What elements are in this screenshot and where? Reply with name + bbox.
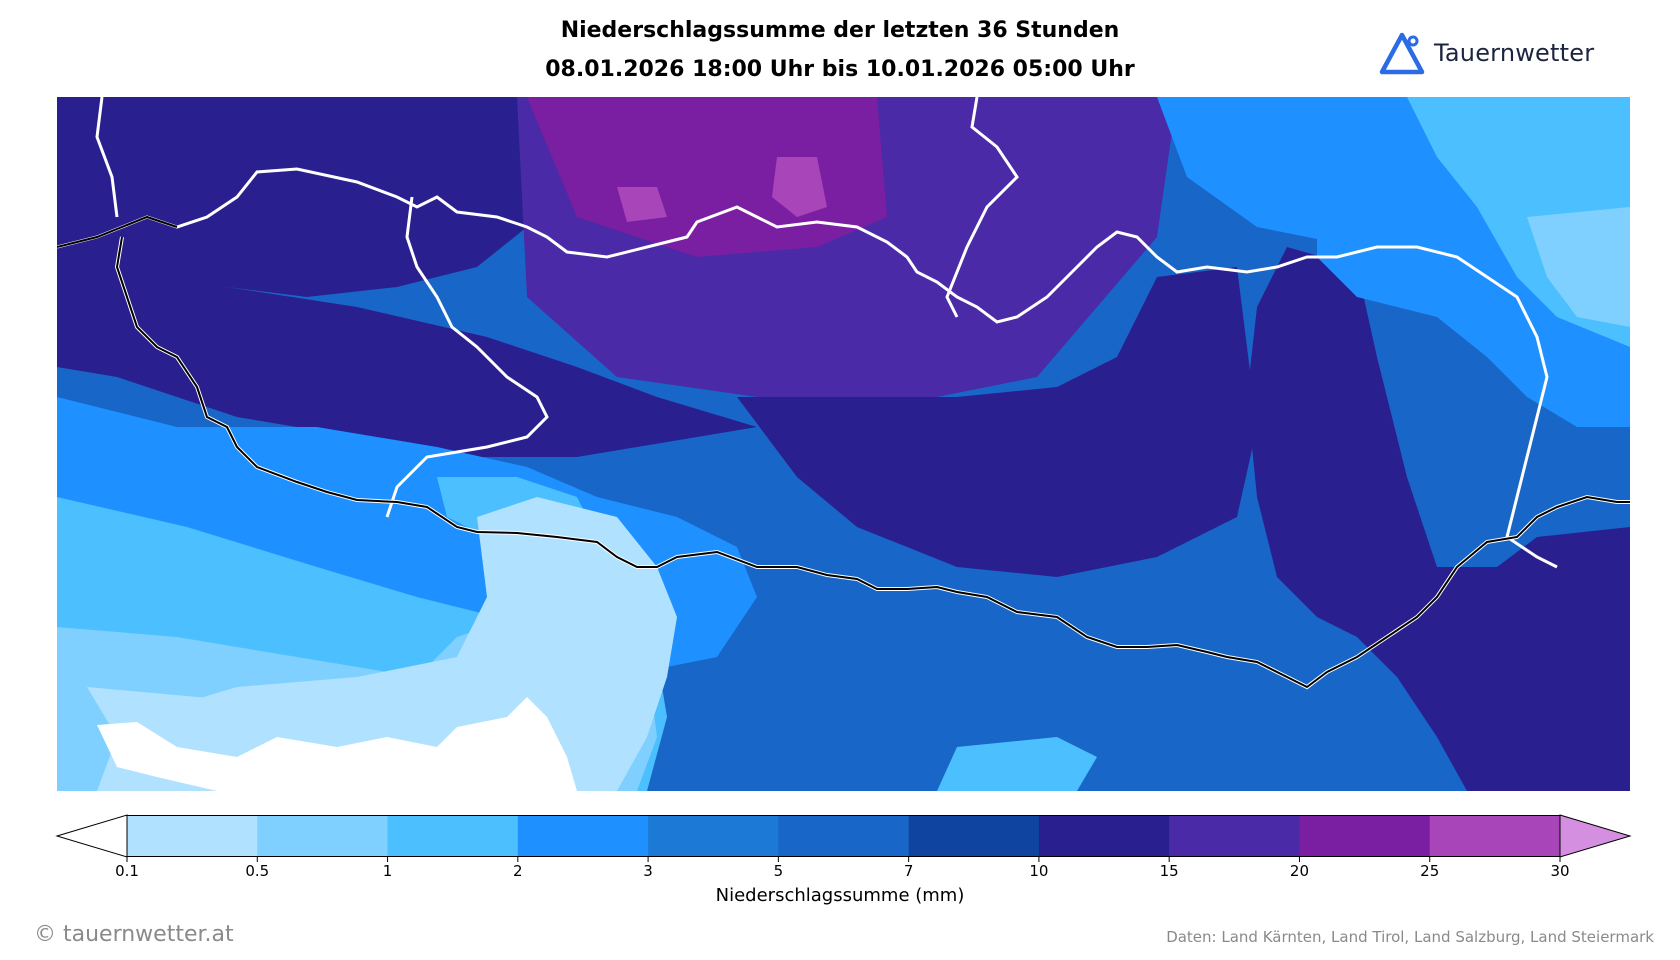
state-border: [945, 97, 1019, 318]
precip-field: [57, 97, 1630, 791]
triangle-logo-icon: [1379, 32, 1425, 75]
colorbar: [55, 814, 1632, 862]
state-border: [385, 196, 549, 518]
colorbar-segment: [778, 815, 910, 857]
colorbar-segment: [1038, 815, 1170, 857]
colorbar-under-triangle: [55, 814, 128, 858]
colorbar-tick-label: 15: [1159, 862, 1179, 880]
colorbar-tick-label: 3: [643, 862, 653, 880]
colorbar-label: Niederschlagssumme (mm): [715, 885, 965, 906]
map-period: 08.01.2026 18:00 Uhr bis 10.01.2026 05:0…: [545, 57, 1135, 82]
colorbar-segment: [127, 815, 258, 857]
map-title: Niederschlagssumme der letzten 36 Stunde…: [560, 18, 1120, 43]
colorbar-tick-label: 30: [1550, 862, 1570, 880]
colorbar-tick-label: 0.1: [115, 862, 139, 880]
colorbar-tick-label: 20: [1289, 862, 1309, 880]
colorbar-tick-label: 25: [1420, 862, 1440, 880]
colorbar-segment: [1169, 815, 1300, 857]
colorbar-tick-label: 5: [773, 862, 784, 880]
precipitation-map[interactable]: [57, 97, 1630, 791]
logo-text: Tauernwetter: [1434, 39, 1595, 67]
colorbar-segment: [1299, 815, 1431, 857]
colorbar-over-triangle: [1559, 814, 1632, 858]
state-border: [95, 97, 119, 218]
colorbar-segment: [257, 815, 389, 857]
country-border: [57, 215, 178, 248]
colorbar-segment: [517, 815, 649, 857]
colorbar-tick-label: 0.5: [245, 862, 270, 880]
colorbar-segment: [908, 815, 1040, 857]
data-source-text: Daten: Land Kärnten, Land Tirol, Land Sa…: [1166, 928, 1654, 946]
colorbar-segment: [1429, 815, 1561, 857]
colorbar-frame: [126, 815, 1561, 857]
logo: Tauernwetter: [1378, 30, 1594, 76]
colorbar-segment: [387, 815, 519, 857]
country-border: [115, 236, 1630, 689]
colorbar-tick-label: 1: [382, 862, 393, 880]
colorbar-tick-label: 7: [903, 862, 914, 880]
colorbar-segment: [648, 815, 779, 857]
colorbar-tick-label: 2: [513, 862, 523, 880]
copyright-text: © tauernwetter.at: [34, 922, 234, 947]
colorbar-tick-label: 10: [1029, 862, 1049, 880]
